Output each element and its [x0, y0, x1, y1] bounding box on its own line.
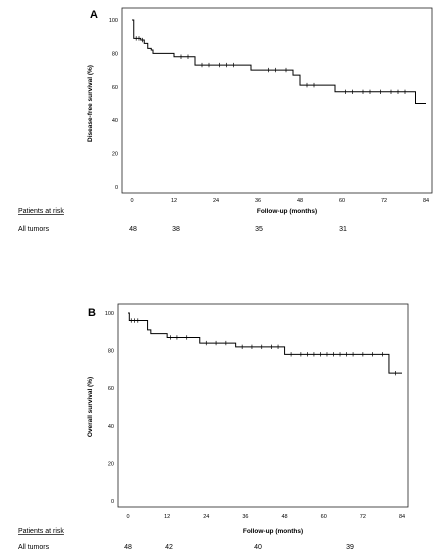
panel-a-at-risk-header: Patients at risk: [18, 208, 64, 215]
panel-b-at-risk-value: 39: [346, 544, 354, 551]
panel-b-at-risk-row-label: All tumors: [18, 544, 50, 551]
panel-a-y-tick-label: 0: [115, 185, 118, 191]
panel-a-y-axis-label: Disease-free survival (%): [87, 65, 94, 142]
panel-a-y-tick-label: 100: [109, 18, 118, 24]
panel-a-survival-curve: [132, 19, 426, 104]
panel-b-at-risk-value: 48: [124, 544, 132, 551]
panel-a-y-tick-label: 40: [112, 118, 118, 124]
panel-b-x-tick-label: 84: [399, 514, 405, 520]
panel-a-at-risk-value: 31: [339, 226, 347, 233]
panel-b-x-tick-label: 0: [126, 514, 129, 520]
panel-b-x-tick-label: 60: [321, 514, 327, 520]
panel-a-at-risk-value: 38: [172, 226, 180, 233]
panel-b-y-axis-label: Overall survival (%): [87, 377, 94, 437]
panel-b-y-tick-label: 100: [105, 311, 114, 317]
panel-a-x-tick-label: 36: [255, 198, 261, 204]
panel-a-y-tick-label: 80: [112, 51, 118, 57]
panel-a-x-tick-label: 24: [213, 198, 219, 204]
panel-a-y-tick-label: 60: [112, 85, 118, 91]
panel-a-x-axis-label: Follow-up (months): [257, 208, 317, 215]
panel-b-at-risk-header: Patients at risk: [18, 528, 64, 535]
panel-b-x-tick-label: 36: [242, 514, 248, 520]
panel-b-x-axis-label: Follow-up (months): [243, 528, 303, 535]
panel-b-plot-frame: [117, 303, 409, 508]
panel-a-x-tick-label: 12: [171, 198, 177, 204]
panel-b-y-tick-label: 80: [108, 349, 114, 355]
panel-b-x-tick-label: 48: [282, 514, 288, 520]
panel-b-survival-curve: [128, 312, 402, 374]
panel-a-x-tick-label: 0: [130, 198, 133, 204]
panel-b-x-tick-label: 24: [203, 514, 209, 520]
panel-b-at-risk-value: 42: [165, 544, 173, 551]
panel-a-at-risk-value: 35: [255, 226, 263, 233]
panel-b-label: B: [88, 307, 96, 319]
panel-b-y-tick-label: 20: [108, 461, 114, 467]
panel-a-x-tick-label: 48: [297, 198, 303, 204]
panel-b-x-tick-label: 12: [164, 514, 170, 520]
panel-b-x-tick-label: 72: [360, 514, 366, 520]
panel-a-x-tick-label: 72: [381, 198, 387, 204]
panel-b-at-risk-value: 40: [254, 544, 262, 551]
panel-a-label: A: [90, 9, 98, 21]
panel-a-y-tick-label: 20: [112, 152, 118, 158]
panel-b-y-tick-label: 0: [111, 499, 114, 505]
panel-a-at-risk-row-label: All tumors: [18, 226, 50, 233]
panel-a-plot-frame: [121, 7, 433, 194]
panel-b-y-tick-label: 40: [108, 424, 114, 430]
panel-b-y-tick-label: 60: [108, 386, 114, 392]
panel-a-at-risk-value: 48: [129, 226, 137, 233]
panel-a-x-tick-label: 84: [423, 198, 429, 204]
panel-a-x-tick-label: 60: [339, 198, 345, 204]
